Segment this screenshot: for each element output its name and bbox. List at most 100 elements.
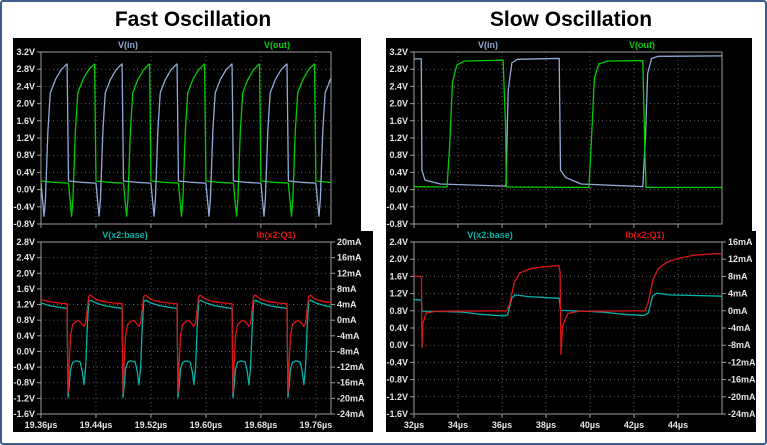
trace-ib-x2-q1- bbox=[414, 252, 722, 356]
svg-text:8mA: 8mA bbox=[728, 271, 748, 281]
chart-title-slow: Slow Oscillation bbox=[489, 8, 653, 31]
svg-text:0.4V: 0.4V bbox=[16, 331, 35, 341]
svg-text:19.52µs: 19.52µs bbox=[135, 420, 168, 430]
svg-text:-0.4V: -0.4V bbox=[386, 202, 408, 212]
svg-text:-0.8V: -0.8V bbox=[13, 219, 35, 229]
svg-text:1.2V: 1.2V bbox=[389, 289, 408, 299]
svg-text:-0.8V: -0.8V bbox=[13, 378, 35, 388]
svg-text:-1.6V: -1.6V bbox=[13, 409, 35, 419]
svg-text:-0.4V: -0.4V bbox=[13, 362, 35, 372]
svg-text:2.0V: 2.0V bbox=[16, 99, 35, 109]
chart-slow-oscillation: Slow Oscillation 3.2V 2.8V 2.4V 2.0V 1.6V 1.2… bbox=[386, 2, 756, 432]
svg-text:16mA: 16mA bbox=[337, 253, 362, 263]
svg-text:0mA: 0mA bbox=[728, 306, 748, 316]
legend-v-x2-base-: V(x2:base) bbox=[102, 231, 148, 240]
svg-text:0.8V: 0.8V bbox=[16, 315, 35, 325]
svg-text:2.8V: 2.8V bbox=[16, 237, 35, 247]
svg-text:19.76µs: 19.76µs bbox=[300, 420, 333, 430]
svg-text:12mA: 12mA bbox=[337, 268, 362, 278]
trace-v-in- bbox=[414, 55, 722, 188]
svg-text:0.8V: 0.8V bbox=[16, 150, 35, 160]
legend-v-out-: V(out) bbox=[629, 40, 655, 50]
trace-v-out- bbox=[414, 59, 722, 189]
svg-text:1.2V: 1.2V bbox=[16, 133, 35, 143]
svg-text:2.8V: 2.8V bbox=[16, 64, 35, 74]
svg-text:1.6V: 1.6V bbox=[16, 284, 35, 294]
svg-text:3.2V: 3.2V bbox=[16, 47, 35, 57]
svg-text:4mA: 4mA bbox=[337, 300, 357, 310]
svg-text:-0.4V: -0.4V bbox=[13, 202, 35, 212]
svg-text:-16mA: -16mA bbox=[728, 375, 756, 385]
trace-v-x2-base- bbox=[414, 292, 722, 317]
legend-ib-x2-q1-: Ib(x2:Q1) bbox=[256, 231, 295, 240]
svg-text:0mA: 0mA bbox=[337, 315, 357, 325]
svg-text:-0.8V: -0.8V bbox=[386, 219, 408, 229]
svg-text:8mA: 8mA bbox=[337, 284, 357, 294]
svg-text:0.4V: 0.4V bbox=[389, 167, 408, 177]
trace-ib-x2-q1- bbox=[41, 294, 331, 394]
legend-ib-x2-q1-: Ib(x2:Q1) bbox=[625, 231, 664, 240]
svg-text:38µs: 38µs bbox=[536, 420, 556, 430]
svg-text:-12mA: -12mA bbox=[337, 362, 365, 372]
svg-text:2.4V: 2.4V bbox=[16, 81, 35, 91]
svg-text:2.4V: 2.4V bbox=[389, 237, 408, 247]
svg-text:-12mA: -12mA bbox=[728, 357, 756, 367]
svg-text:19.68µs: 19.68µs bbox=[245, 420, 278, 430]
panel-fast-base-current-plot: 2.8V 2.4V 2.0V 1.6V 1.2V 0.8V 0.4V 0.0V -0.4V -0.… bbox=[13, 231, 373, 432]
svg-text:-16mA: -16mA bbox=[337, 378, 365, 388]
svg-text:40µs: 40µs bbox=[580, 420, 600, 430]
svg-text:-1.2V: -1.2V bbox=[386, 392, 408, 402]
svg-text:44µs: 44µs bbox=[668, 420, 688, 430]
legend-v-in-: V(in) bbox=[478, 40, 498, 50]
panel-slow-voltage-plot: 3.2V 2.8V 2.4V 2.0V 1.6V 1.2V 0.8V 0.4V 0.0V -0.4… bbox=[386, 38, 752, 231]
svg-text:1.2V: 1.2V bbox=[389, 133, 408, 143]
trace-v-in- bbox=[41, 63, 331, 217]
chart-title-fast: Fast Oscillation bbox=[114, 8, 272, 31]
svg-text:0.8V: 0.8V bbox=[389, 150, 408, 160]
svg-text:2.8V: 2.8V bbox=[389, 64, 408, 74]
svg-text:-1.2V: -1.2V bbox=[13, 393, 35, 403]
svg-text:-20mA: -20mA bbox=[728, 392, 756, 402]
svg-text:19.44µs: 19.44µs bbox=[80, 420, 113, 430]
svg-text:-4mA: -4mA bbox=[728, 323, 751, 333]
svg-text:1.2V: 1.2V bbox=[16, 300, 35, 310]
svg-text:36µs: 36µs bbox=[492, 420, 512, 430]
svg-text:0.4V: 0.4V bbox=[16, 167, 35, 177]
svg-text:19.36µs: 19.36µs bbox=[25, 420, 58, 430]
svg-text:2.0V: 2.0V bbox=[389, 99, 408, 109]
svg-text:0.0V: 0.0V bbox=[16, 185, 35, 195]
svg-text:1.6V: 1.6V bbox=[16, 116, 35, 126]
svg-text:19.60µs: 19.60µs bbox=[190, 420, 223, 430]
svg-text:0.4V: 0.4V bbox=[389, 323, 408, 333]
svg-text:2.4V: 2.4V bbox=[16, 253, 35, 263]
svg-text:0.8V: 0.8V bbox=[389, 306, 408, 316]
svg-text:1.6V: 1.6V bbox=[389, 271, 408, 281]
chart-fast-oscillation: Fast Oscillation 3.2V 2.8V 2.4V 2.0V 1.6V 1.2… bbox=[13, 2, 373, 432]
svg-text:-4mA: -4mA bbox=[337, 331, 360, 341]
svg-text:20mA: 20mA bbox=[337, 237, 362, 247]
svg-text:2.0V: 2.0V bbox=[16, 268, 35, 278]
svg-text:0.0V: 0.0V bbox=[16, 346, 35, 356]
svg-text:42µs: 42µs bbox=[624, 420, 644, 430]
svg-text:-24mA: -24mA bbox=[728, 409, 756, 419]
svg-text:2.4V: 2.4V bbox=[389, 81, 408, 91]
svg-text:12mA: 12mA bbox=[728, 254, 753, 264]
svg-text:1.6V: 1.6V bbox=[389, 116, 408, 126]
svg-text:16mA: 16mA bbox=[728, 237, 753, 247]
svg-text:2.0V: 2.0V bbox=[389, 254, 408, 264]
svg-text:-8mA: -8mA bbox=[337, 346, 360, 356]
panel-slow-base-current-plot: 2.4V 2.0V 1.6V 1.2V 0.8V 0.4V 0.0V -0.4V -0.8V -1… bbox=[386, 231, 756, 432]
panel-fast-voltage-plot: 3.2V 2.8V 2.4V 2.0V 1.6V 1.2V 0.8V 0.4V 0.0V -0.4… bbox=[13, 38, 361, 231]
trace-v-out- bbox=[41, 63, 331, 217]
trace-v-x2-base- bbox=[41, 299, 331, 399]
svg-text:-0.4V: -0.4V bbox=[386, 357, 408, 367]
svg-text:32µs: 32µs bbox=[404, 420, 424, 430]
svg-text:-0.8V: -0.8V bbox=[386, 375, 408, 385]
svg-text:-24mA: -24mA bbox=[337, 409, 365, 419]
svg-text:3.2V: 3.2V bbox=[389, 47, 408, 57]
legend-v-in-: V(in) bbox=[118, 40, 138, 50]
svg-text:-8mA: -8mA bbox=[728, 340, 751, 350]
svg-text:4mA: 4mA bbox=[728, 289, 748, 299]
svg-text:-20mA: -20mA bbox=[337, 393, 365, 403]
